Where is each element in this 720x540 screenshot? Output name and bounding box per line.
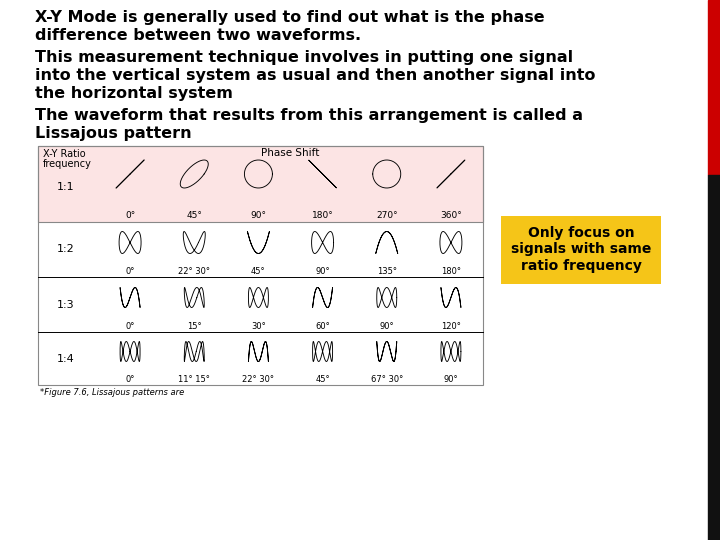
Text: Lissajous pattern: Lissajous pattern [35,126,192,141]
Text: 45°: 45° [186,211,202,220]
Text: 1:3: 1:3 [57,300,75,309]
Text: X-Y Ratio: X-Y Ratio [43,149,86,159]
Text: 90°: 90° [315,267,330,276]
Text: 67° 30°: 67° 30° [371,375,403,384]
Bar [708,0,720,175]
Text: 180°: 180° [441,267,461,276]
Text: 22° 30°: 22° 30° [243,375,274,384]
Text: difference between two waveforms.: difference between two waveforms. [35,28,361,43]
Text: Only focus on
signals with same
ratio frequency: Only focus on signals with same ratio fr… [510,226,651,273]
Text: *Figure 7.6, Lissajous patterns are: *Figure 7.6, Lissajous patterns are [40,388,184,397]
Text: 30°: 30° [251,322,266,331]
Text: 120°: 120° [441,322,461,331]
Text: 135°: 135° [377,267,397,276]
Text: 90°: 90° [444,375,458,384]
Text: frequency: frequency [43,159,92,169]
Text: into the vertical system as usual and then another signal into: into the vertical system as usual and th… [35,68,595,83]
Text: This measurement technique involves in putting one signal: This measurement technique involves in p… [35,50,573,65]
Text: 60°: 60° [315,322,330,331]
FancyBboxPatch shape [38,146,483,222]
Text: the horizontal system: the horizontal system [35,86,233,101]
Text: 90°: 90° [379,322,394,331]
Text: 180°: 180° [312,211,333,220]
Text: 45°: 45° [251,267,266,276]
Text: 1:1: 1:1 [57,182,75,192]
Text: 0°: 0° [125,322,135,331]
Text: 270°: 270° [376,211,397,220]
Text: Phase Shift: Phase Shift [261,148,320,158]
Text: 1:2: 1:2 [57,245,75,254]
Text: 0°: 0° [125,375,135,384]
Text: 45°: 45° [315,375,330,384]
Text: 11° 15°: 11° 15° [179,375,210,384]
Text: 1:4: 1:4 [57,354,75,363]
Bar [38,146,483,385]
Text: 90°: 90° [251,211,266,220]
FancyBboxPatch shape [501,215,661,284]
Text: 22° 30°: 22° 30° [179,267,210,276]
Text: 0°: 0° [125,211,135,220]
Text: X-Y Mode is generally used to find out what is the phase: X-Y Mode is generally used to find out w… [35,10,544,25]
Text: 0°: 0° [125,267,135,276]
Bar [708,175,720,540]
Text: 360°: 360° [440,211,462,220]
Text: The waveform that results from this arrangement is called a: The waveform that results from this arra… [35,108,583,123]
Text: 15°: 15° [187,322,202,331]
